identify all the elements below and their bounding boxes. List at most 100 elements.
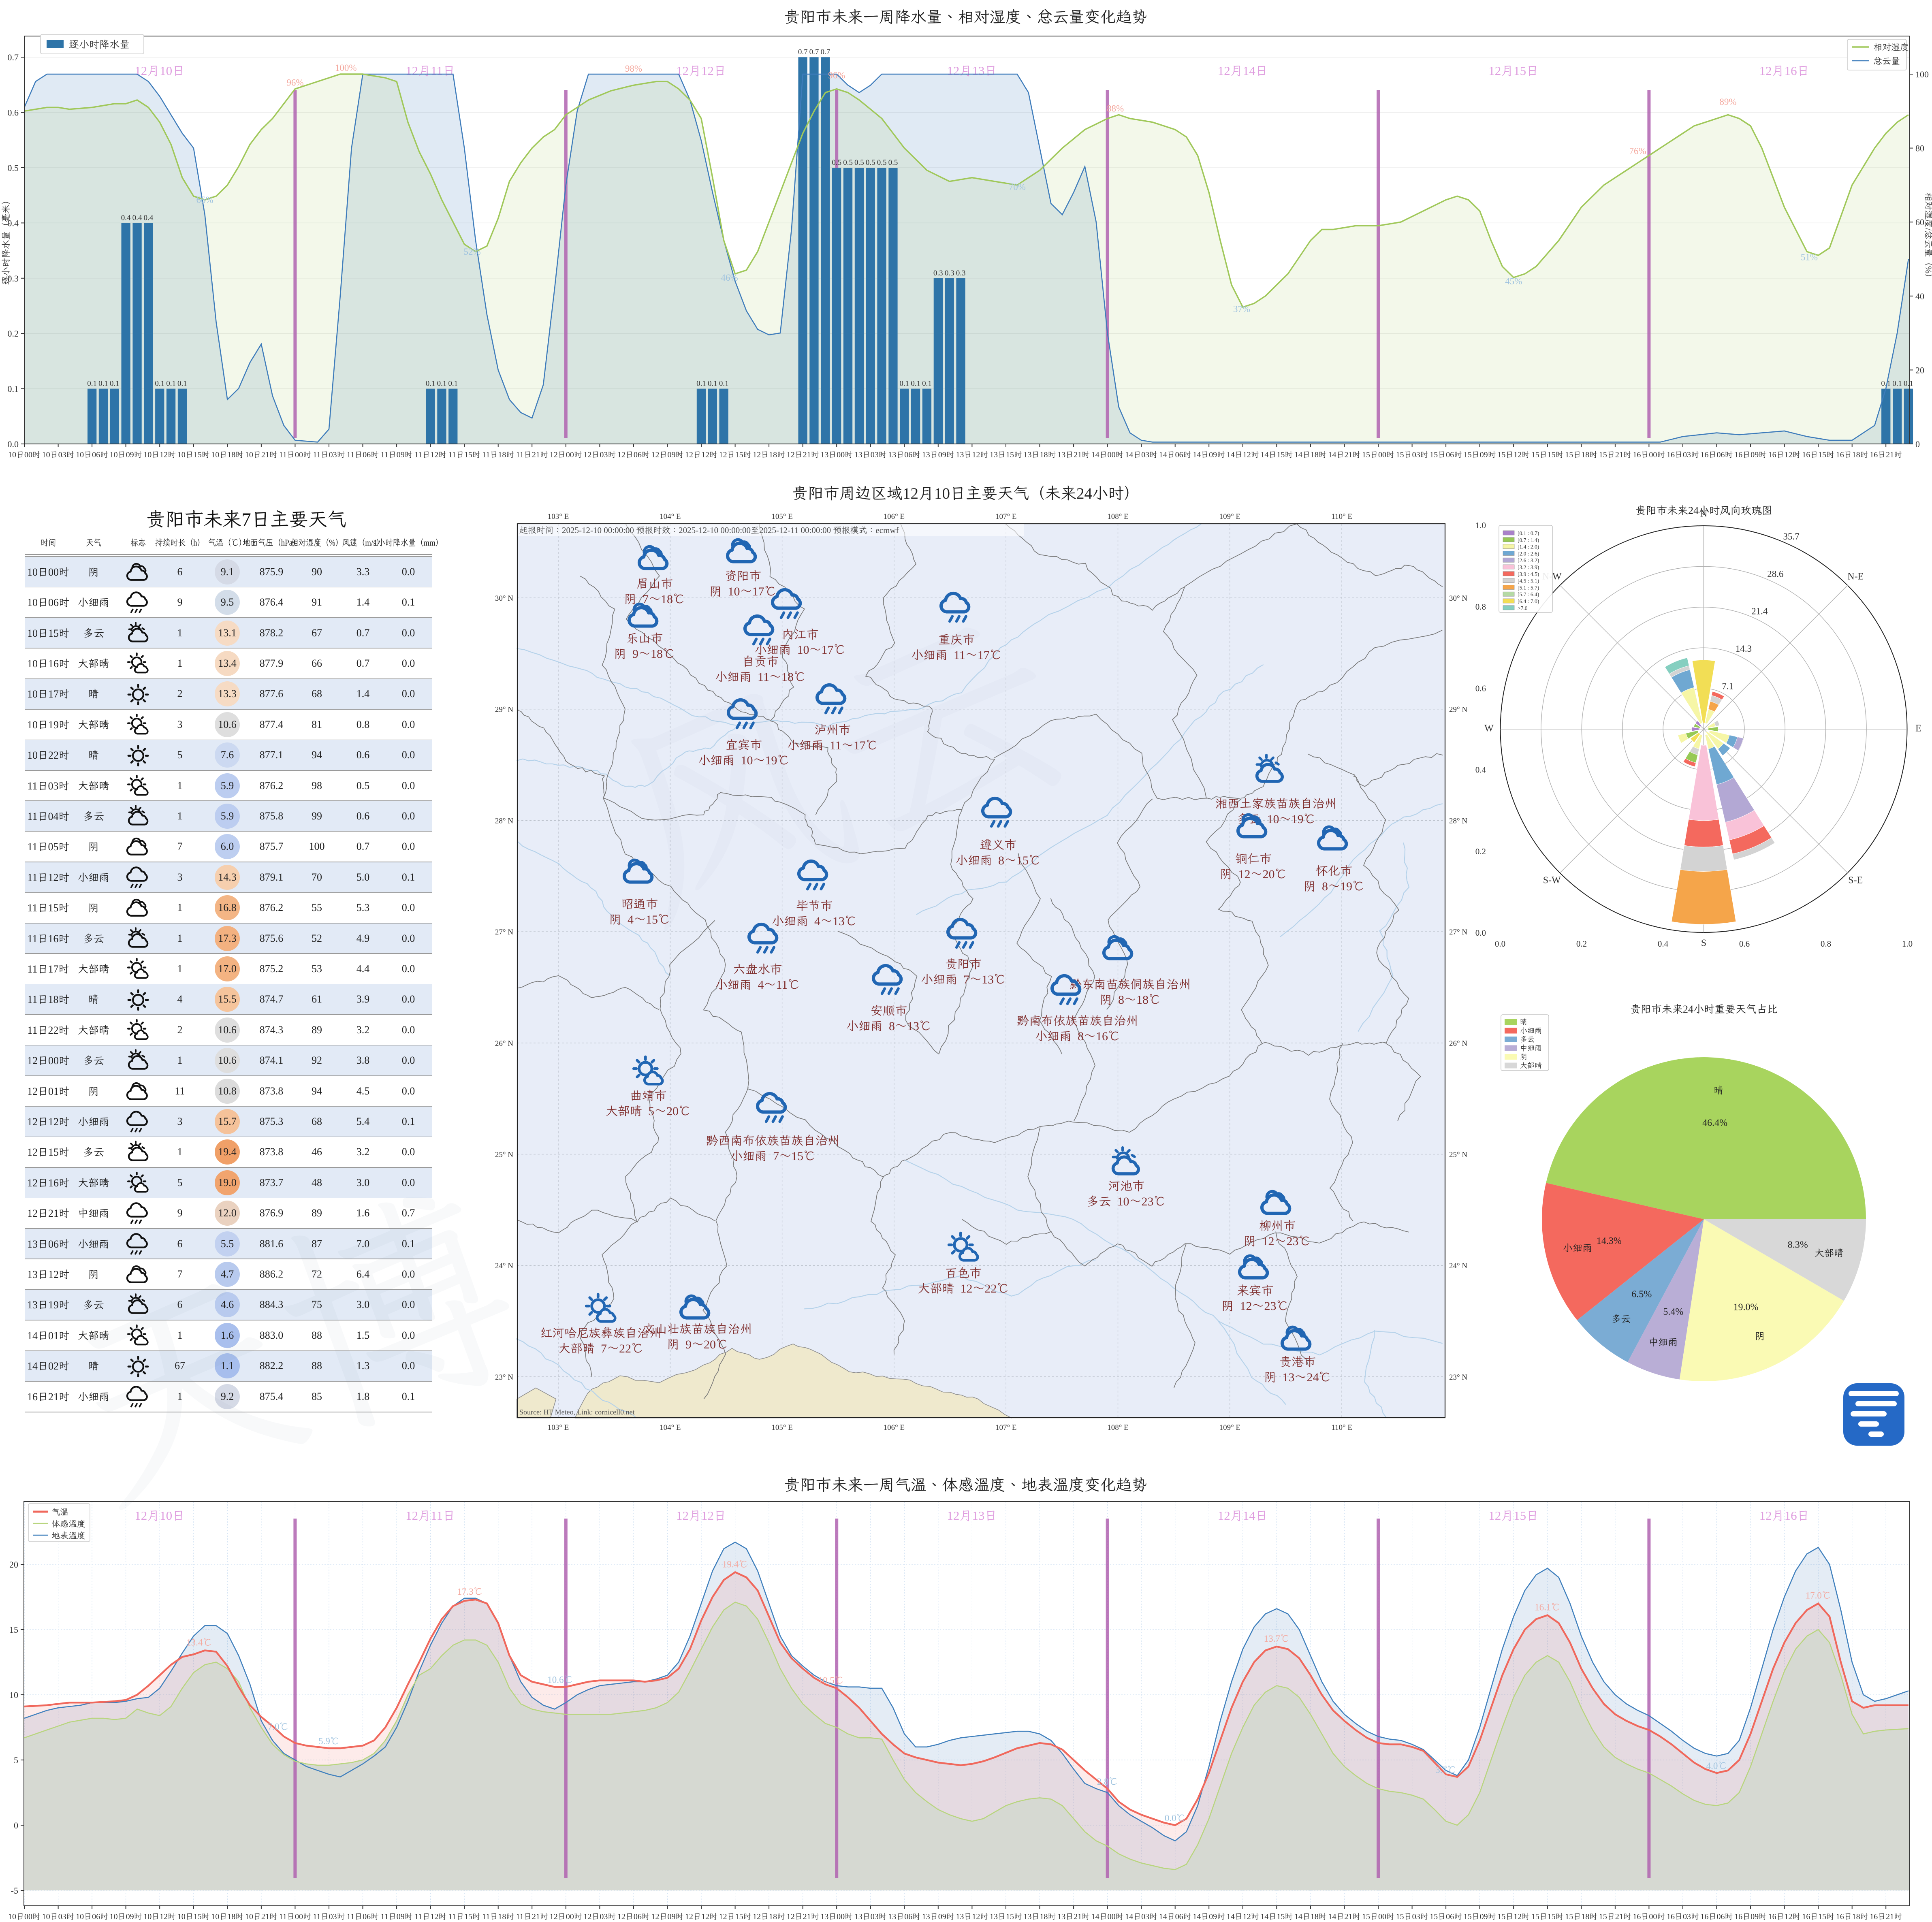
svg-text:11日09时: 11日09时 bbox=[380, 1912, 412, 1921]
svg-text:19.4℃: 19.4℃ bbox=[722, 1559, 748, 1569]
svg-text:28° N: 28° N bbox=[1449, 817, 1467, 825]
svg-text:25° N: 25° N bbox=[495, 1151, 513, 1159]
svg-text:3.7℃: 3.7℃ bbox=[1435, 1765, 1456, 1775]
svg-text:12日00时: 12日00时 bbox=[550, 1912, 582, 1921]
svg-text:大部晴 7～22℃: 大部晴 7～22℃ bbox=[558, 1342, 643, 1355]
svg-text:103° E: 103° E bbox=[548, 1423, 569, 1432]
svg-text:12日00时: 12日00时 bbox=[550, 450, 582, 459]
svg-text:20: 20 bbox=[1915, 365, 1924, 375]
svg-text:小细雨 10～17℃: 小细雨 10～17℃ bbox=[755, 643, 846, 657]
svg-text:0.1: 0.1 bbox=[922, 380, 932, 388]
svg-text:11日03时: 11日03时 bbox=[313, 1912, 345, 1921]
svg-text:26° N: 26° N bbox=[495, 1039, 513, 1048]
svg-text:0.1: 0.1 bbox=[155, 380, 164, 388]
svg-text:遵义市: 遵义市 bbox=[980, 838, 1016, 852]
svg-text:14日09时: 14日09时 bbox=[1193, 1912, 1225, 1921]
svg-text:12日03时: 12日03时 bbox=[583, 450, 616, 459]
svg-text:0.1: 0.1 bbox=[696, 380, 706, 388]
svg-text:7.1: 7.1 bbox=[1722, 681, 1733, 691]
svg-text:[2.0 : 2.6): [2.0 : 2.6) bbox=[1518, 550, 1539, 557]
svg-text:小细雨 10～19℃: 小细雨 10～19℃ bbox=[698, 754, 790, 767]
svg-text:110° E: 110° E bbox=[1331, 1423, 1352, 1432]
svg-text:13日03时: 13日03时 bbox=[854, 1912, 887, 1921]
svg-text:小细雨 4～13℃: 小细雨 4～13℃ bbox=[772, 915, 857, 928]
svg-text:0.7: 0.7 bbox=[809, 48, 819, 56]
svg-text:0.4: 0.4 bbox=[1658, 939, 1669, 949]
svg-text:11日00时: 11日00时 bbox=[279, 1912, 311, 1921]
svg-text:阴 8～19℃: 阴 8～19℃ bbox=[1304, 880, 1364, 893]
svg-text:10日15时: 10日15时 bbox=[177, 450, 210, 459]
svg-text:0.4: 0.4 bbox=[8, 218, 19, 228]
svg-text:13日21时: 13日21时 bbox=[1057, 1912, 1090, 1921]
svg-text:12月11日: 12月11日 bbox=[406, 64, 455, 78]
svg-text:总云量: 总云量 bbox=[1873, 56, 1900, 66]
svg-text:12日15时: 12日15时 bbox=[719, 1912, 751, 1921]
svg-text:阴 4～15℃: 阴 4～15℃ bbox=[609, 913, 670, 926]
svg-text:98%: 98% bbox=[625, 64, 642, 74]
svg-text:0.0: 0.0 bbox=[1495, 939, 1505, 949]
svg-text:小细雨 11～17℃: 小细雨 11～17℃ bbox=[787, 739, 878, 752]
svg-text:66%: 66% bbox=[196, 195, 213, 205]
svg-text:小细雨 7～13℃: 小细雨 7～13℃ bbox=[921, 973, 1006, 986]
svg-text:S-W: S-W bbox=[1543, 875, 1561, 885]
svg-text:14日12时: 14日12时 bbox=[1227, 1912, 1259, 1921]
svg-text:0.4: 0.4 bbox=[132, 213, 142, 222]
svg-text:16.1℃: 16.1℃ bbox=[1535, 1602, 1560, 1613]
svg-text:0.5: 0.5 bbox=[877, 158, 887, 167]
svg-text:70%: 70% bbox=[1009, 182, 1026, 192]
svg-text:10日03时: 10日03时 bbox=[42, 1912, 75, 1921]
svg-text:16日03时: 16日03时 bbox=[1667, 1912, 1699, 1921]
svg-text:35.7: 35.7 bbox=[1783, 531, 1799, 542]
svg-text:14日21时: 14日21时 bbox=[1328, 450, 1361, 459]
svg-text:12日03时: 12日03时 bbox=[583, 1912, 616, 1921]
svg-text:10日03时: 10日03时 bbox=[42, 450, 75, 459]
svg-text:25° N: 25° N bbox=[1449, 1151, 1467, 1159]
svg-text:109° E: 109° E bbox=[1219, 1423, 1240, 1432]
svg-text:0.5: 0.5 bbox=[832, 158, 841, 167]
svg-text:37%: 37% bbox=[1233, 304, 1250, 314]
svg-text:12日21时: 12日21时 bbox=[787, 1912, 819, 1921]
svg-text:27° N: 27° N bbox=[495, 928, 513, 936]
svg-text:16日09时: 16日09时 bbox=[1734, 1912, 1767, 1921]
svg-text:15日21时: 15日21时 bbox=[1599, 450, 1631, 459]
svg-text:来宾市: 来宾市 bbox=[1237, 1284, 1273, 1297]
svg-text:多云: 多云 bbox=[1520, 1035, 1535, 1043]
svg-text:相对湿度/总云量（%）: 相对湿度/总云量（%） bbox=[1923, 192, 1932, 282]
svg-text:12月14日: 12月14日 bbox=[1218, 64, 1268, 78]
svg-text:16日03时: 16日03时 bbox=[1667, 450, 1699, 459]
svg-text:小细雨 11～18℃: 小细雨 11～18℃ bbox=[715, 670, 806, 684]
svg-text:0.1: 0.1 bbox=[8, 384, 19, 394]
svg-text:0.4: 0.4 bbox=[121, 213, 131, 222]
svg-text:14.3: 14.3 bbox=[1736, 644, 1752, 654]
svg-text:0.4: 0.4 bbox=[144, 213, 154, 222]
svg-text:88%: 88% bbox=[1107, 103, 1124, 113]
svg-text:0: 0 bbox=[1915, 439, 1920, 449]
svg-text:15日00时: 15日00时 bbox=[1362, 1912, 1394, 1921]
svg-text:15日15时: 15日15时 bbox=[1531, 1912, 1564, 1921]
svg-text:11日12时: 11日12时 bbox=[414, 1912, 446, 1921]
svg-text:16日06时: 16日06时 bbox=[1701, 450, 1733, 459]
svg-text:宜宾市: 宜宾市 bbox=[726, 738, 762, 752]
svg-text:[1.4 : 2.0): [1.4 : 2.0) bbox=[1518, 544, 1539, 550]
svg-text:N-E: N-E bbox=[1847, 572, 1864, 582]
svg-text:10日09时: 10日09时 bbox=[110, 1912, 142, 1921]
svg-text:黔西南布依族苗族自治州: 黔西南布依族苗族自治州 bbox=[706, 1134, 840, 1148]
svg-text:小细雨 8～16℃: 小细雨 8～16℃ bbox=[1035, 1030, 1120, 1043]
svg-text:河池市: 河池市 bbox=[1108, 1180, 1144, 1193]
svg-text:体感温度: 体感温度 bbox=[51, 1519, 85, 1529]
svg-text:0.7: 0.7 bbox=[798, 48, 808, 56]
svg-text:45%: 45% bbox=[1505, 276, 1522, 286]
svg-text:96%: 96% bbox=[286, 78, 303, 88]
svg-text:108° E: 108° E bbox=[1107, 1423, 1128, 1432]
svg-text:12月11日: 12月11日 bbox=[406, 1508, 455, 1523]
svg-text:阴 10～17℃: 阴 10～17℃ bbox=[710, 585, 777, 598]
svg-text:阴 8～18℃: 阴 8～18℃ bbox=[1100, 993, 1161, 1007]
svg-text:0.5: 0.5 bbox=[843, 158, 853, 167]
svg-text:15日12时: 15日12时 bbox=[1497, 450, 1530, 459]
svg-text:14日18时: 14日18时 bbox=[1294, 450, 1327, 459]
svg-text:19.0%: 19.0% bbox=[1733, 1302, 1759, 1313]
svg-text:11日00时: 11日00时 bbox=[279, 450, 311, 459]
svg-text:16日18时: 16日18时 bbox=[1836, 450, 1868, 459]
svg-text:5.4%: 5.4% bbox=[1663, 1307, 1683, 1317]
svg-text:11日06时: 11日06时 bbox=[347, 450, 379, 459]
